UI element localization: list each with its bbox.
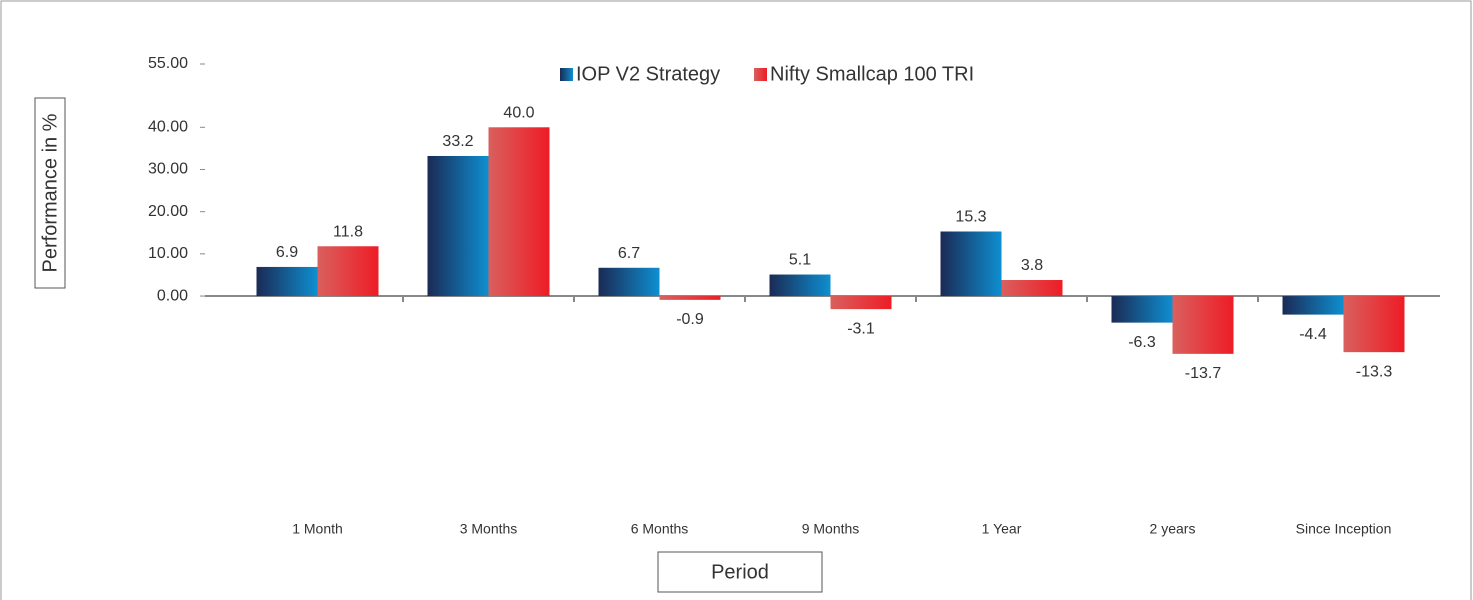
data-label: 6.9 [276, 244, 298, 261]
bar [769, 274, 831, 297]
data-label: 5.1 [789, 252, 811, 269]
bar [488, 127, 550, 297]
data-label: -3.1 [847, 320, 875, 337]
bar [830, 296, 892, 310]
data-label: -4.4 [1299, 326, 1327, 343]
x-tick-label: Since Inception [1296, 521, 1392, 537]
y-label-box [34, 97, 66, 289]
y-tick-label: 55.00 [148, 55, 188, 72]
y-tick-label: 20.00 [148, 203, 188, 220]
data-label: -13.7 [1185, 365, 1222, 382]
bar [256, 266, 318, 297]
data-label: 11.8 [333, 223, 363, 240]
data-label: 6.7 [618, 245, 640, 262]
x-axis-label: Period [711, 561, 769, 583]
x-label-box [657, 551, 823, 593]
x-tick-label: 1 Year [982, 521, 1022, 537]
legend-label: Nifty Smallcap 100 TRI [770, 63, 974, 85]
data-label: 3.8 [1021, 257, 1043, 274]
x-tick-label: 6 Months [631, 521, 689, 537]
y-tick-label: 0.00 [157, 287, 188, 304]
bar [1343, 296, 1405, 353]
legend-swatch [754, 68, 767, 81]
legend-label: IOP V2 Strategy [576, 63, 720, 85]
y-tick-label: 40.00 [148, 119, 188, 136]
bar [1282, 296, 1344, 315]
data-label: -13.3 [1356, 363, 1393, 380]
bar [1001, 280, 1063, 297]
data-label: 15.3 [955, 209, 986, 226]
x-tick-label: 3 Months [460, 521, 518, 537]
bar [598, 267, 660, 297]
bar [317, 246, 379, 297]
legend-swatch [560, 68, 573, 81]
x-tick-label: 1 Month [292, 521, 343, 537]
y-tick-label: 10.00 [148, 245, 188, 262]
data-label: -6.3 [1128, 334, 1156, 351]
data-label: 40.0 [503, 105, 534, 122]
data-label: 33.2 [442, 133, 473, 150]
bar [659, 296, 721, 300]
bar [427, 155, 489, 297]
y-tick-label: 30.00 [148, 161, 188, 178]
bar [940, 231, 1002, 297]
bar [1111, 296, 1173, 323]
x-tick-label: 9 Months [802, 521, 860, 537]
bar [1172, 296, 1234, 354]
data-label: -0.9 [676, 311, 704, 328]
y-axis-label: Performance in % [39, 113, 61, 272]
x-tick-label: 2 years [1150, 521, 1196, 537]
